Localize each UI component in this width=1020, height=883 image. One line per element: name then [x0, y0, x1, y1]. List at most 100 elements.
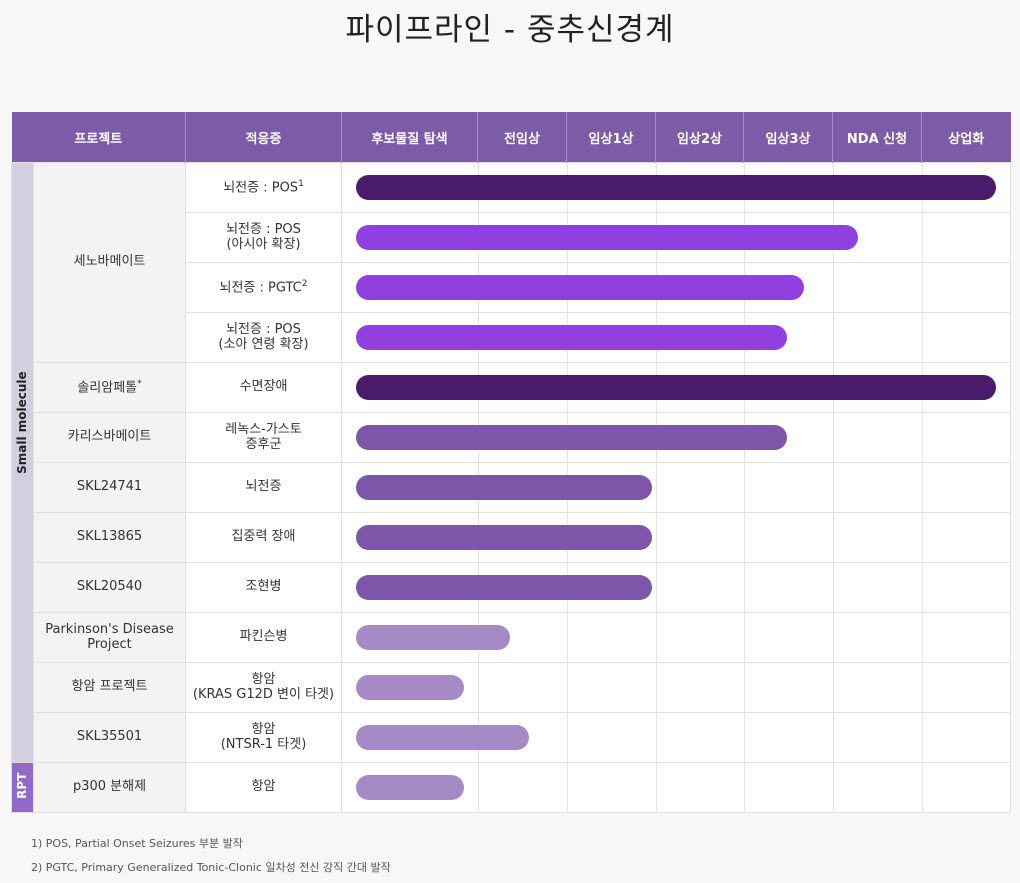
- project-name: SKL20540: [76, 579, 143, 595]
- header-indication: 적응증: [185, 112, 342, 163]
- progress-bar: [356, 675, 464, 700]
- stage-divider: [833, 263, 834, 312]
- progress-bar: [356, 175, 996, 200]
- modality-cell: Small molecule: [11, 162, 34, 763]
- stage-timeline-cell: [341, 162, 1011, 213]
- progress-bar: [356, 425, 787, 450]
- stage-divider: [922, 413, 923, 462]
- stage-divider: [922, 713, 923, 762]
- header-phase1: 임상1상: [566, 112, 656, 163]
- indication-label: 뇌전증 : POS: [223, 180, 299, 196]
- indication-label: 뇌전증 : POS (소아 연령 확장): [218, 321, 309, 352]
- table-row: SKL20540 조현병: [12, 562, 1011, 613]
- table-row: RPT p300 분해제 항암: [11, 762, 1011, 813]
- table-row: 뇌전증 : PGTC2: [12, 262, 1011, 313]
- project-name: 항암 프로젝트: [71, 679, 148, 695]
- indication-cell: 레녹스-가스토 증후군: [185, 412, 342, 463]
- stage-timeline-cell: [341, 512, 1011, 563]
- stage-divider: [567, 713, 568, 762]
- footnotes: 1) POS, Partial Onset Seizures 부분 발작 2) …: [31, 835, 391, 883]
- table-row: 뇌전증 : POS (아시아 확장): [12, 212, 1011, 263]
- header-discovery: 후보물질 탐색: [341, 112, 478, 163]
- stage-divider: [744, 663, 745, 712]
- project-name: Parkinson's Disease Project: [45, 621, 174, 652]
- progress-bar: [356, 725, 529, 750]
- stage-timeline-cell: [341, 712, 1011, 763]
- project-name-cell: 세노바메이트: [33, 162, 186, 363]
- project-name-cell: 솔리암페톨*: [33, 362, 186, 413]
- table-row: SKL24741 뇌전증: [12, 462, 1011, 513]
- progress-bar: [356, 475, 652, 500]
- project-name: SKL24741: [76, 479, 143, 495]
- stage-timeline-cell: [341, 662, 1011, 713]
- progress-bar: [356, 375, 996, 400]
- project-name-cell: SKL35501: [33, 712, 186, 763]
- project-name: SKL13865: [76, 529, 143, 545]
- stage-divider: [922, 313, 923, 362]
- header-preclinical: 전임상: [477, 112, 567, 163]
- stage-timeline-cell: [341, 262, 1011, 313]
- project-name-cell: SKL24741: [33, 462, 186, 513]
- header-phase3: 임상3상: [743, 112, 833, 163]
- stage-divider: [744, 763, 745, 812]
- indication-label: 항암 (NTSR-1 타겟): [220, 721, 307, 752]
- footnote-1: 1) POS, Partial Onset Seizures 부분 발작: [31, 837, 243, 850]
- project-footnote-marker: *: [137, 378, 142, 389]
- project-name: 세노바메이트: [73, 254, 146, 270]
- modality-label: RPT: [15, 772, 30, 799]
- stage-timeline-cell: [341, 462, 1011, 513]
- header-project: 프로젝트: [11, 112, 186, 163]
- progress-bar: [356, 525, 652, 550]
- header-nda: NDA 신청: [832, 112, 922, 163]
- project-name-cell: 항암 프로젝트: [33, 662, 186, 713]
- project-name: 솔리암페톨: [77, 380, 138, 396]
- stage-divider: [922, 263, 923, 312]
- stage-divider: [567, 763, 568, 812]
- stage-divider: [656, 763, 657, 812]
- indication-label: 수면장애: [239, 379, 288, 395]
- stage-divider: [744, 563, 745, 612]
- project-name: 카리스바메이트: [67, 429, 152, 445]
- stage-timeline-cell: [341, 362, 1011, 413]
- project-name-cell: 카리스바메이트: [33, 412, 186, 463]
- indication-footnote-marker: 2: [301, 278, 308, 289]
- indication-cell: 뇌전증 : POS (소아 연령 확장): [185, 312, 342, 363]
- indication-label: 뇌전증 : PGTC: [219, 280, 302, 296]
- stage-divider: [922, 613, 923, 662]
- project-name: p300 분해제: [72, 779, 147, 795]
- stage-divider: [744, 713, 745, 762]
- stage-divider: [922, 463, 923, 512]
- table-row: Parkinson's Disease Project 파킨슨병: [12, 612, 1011, 663]
- stage-divider: [922, 513, 923, 562]
- indication-cell: 수면장애: [185, 362, 342, 413]
- stage-divider: [656, 513, 657, 562]
- footnote-2: 2) PGTC, Primary Generalized Tonic-Cloni…: [31, 861, 391, 874]
- stage-divider: [744, 463, 745, 512]
- indication-footnote-marker: 1: [298, 178, 304, 189]
- stage-divider: [833, 713, 834, 762]
- indication-cell: 파킨슨병: [185, 612, 342, 663]
- indication-cell: 항암 (NTSR-1 타겟): [185, 712, 342, 763]
- indication-label: 집중력 장애: [231, 529, 296, 545]
- stage-divider: [833, 463, 834, 512]
- indication-cell: 뇌전증: [185, 462, 342, 513]
- progress-bar: [356, 225, 858, 250]
- indication-cell: 뇌전증 : POS1: [185, 162, 342, 213]
- progress-bar: [356, 325, 787, 350]
- stage-divider: [656, 613, 657, 662]
- modality-label: Small molecule: [15, 370, 30, 474]
- stage-divider: [922, 213, 923, 262]
- indication-label: 파킨슨병: [239, 629, 288, 645]
- indication-label: 레녹스-가스토 증후군: [225, 421, 302, 452]
- progress-bar: [356, 575, 652, 600]
- stage-divider: [833, 413, 834, 462]
- indication-cell: 항암 (KRAS G12D 변이 타겟): [185, 662, 342, 713]
- project-name-cell: SKL13865: [33, 512, 186, 563]
- stage-timeline-cell: [341, 562, 1011, 613]
- indication-cell: 항암: [185, 762, 342, 813]
- indication-label: 뇌전증 : POS (아시아 확장): [226, 221, 301, 252]
- stage-divider: [922, 563, 923, 612]
- table-row: SKL35501 항암 (NTSR-1 타겟): [12, 712, 1011, 763]
- indication-label: 뇌전증: [245, 479, 282, 495]
- stage-divider: [922, 763, 923, 812]
